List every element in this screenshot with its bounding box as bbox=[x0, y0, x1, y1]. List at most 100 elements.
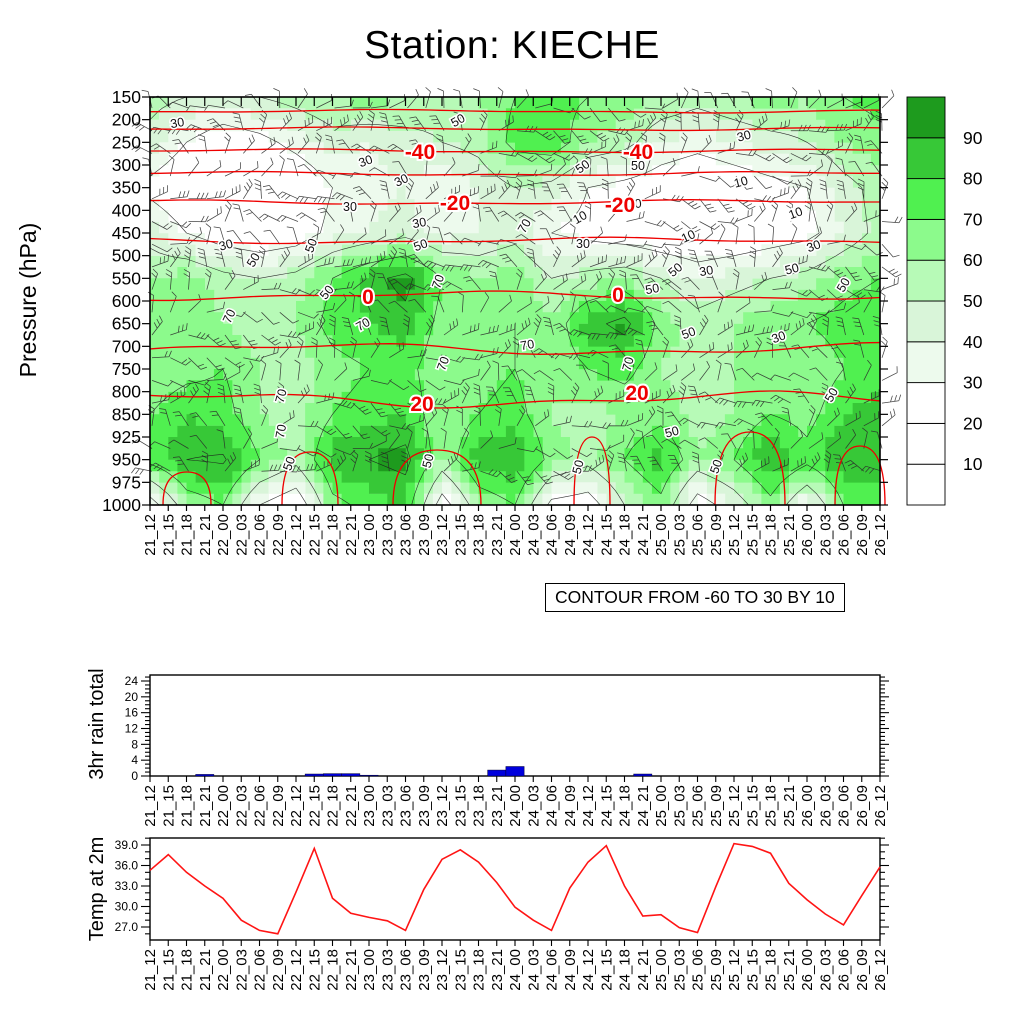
x-tick-label: 26_00 bbox=[799, 949, 816, 991]
colorbar-tick-label: 40 bbox=[963, 332, 983, 352]
x-tick-label: 24_15 bbox=[598, 785, 615, 827]
rh-contour-label: 30 bbox=[576, 237, 590, 251]
x-tick-label: 26_09 bbox=[854, 949, 871, 991]
temp-contour-label: 0 bbox=[362, 286, 374, 309]
x-tick-label: 22_12 bbox=[288, 785, 305, 827]
x-tick-label: 26_00 bbox=[799, 785, 816, 827]
pressure-tick-label: 850 bbox=[112, 404, 141, 424]
temp-contour-label: 0 bbox=[612, 284, 624, 307]
rh-contour-label: 30 bbox=[217, 237, 234, 254]
pressure-tick-label: 400 bbox=[112, 200, 141, 220]
pressure-tick-label: 500 bbox=[112, 246, 141, 266]
rh-contour-label: 50 bbox=[631, 159, 645, 173]
x-tick-label: 23_15 bbox=[452, 785, 469, 827]
x-tick-label: 22_18 bbox=[325, 785, 342, 827]
x-tick-label: 24_00 bbox=[507, 949, 524, 991]
pressure-tick-label: 550 bbox=[112, 268, 141, 288]
pressure-tick-label: 800 bbox=[112, 382, 141, 402]
x-tick-label: 24_18 bbox=[617, 949, 634, 991]
rain-bars bbox=[195, 766, 653, 777]
rain-tick-label: 0 bbox=[131, 769, 138, 783]
rain-x-tick-labels: 21_12 21_15 21_18 21_21 22_00 22_03 22_06 22_09… bbox=[142, 785, 889, 827]
rh-contour-label: 50 bbox=[663, 424, 680, 441]
x-tick-label: 23_21 bbox=[489, 514, 506, 556]
x-tick-label: 22_21 bbox=[343, 785, 360, 827]
rain-tick-label: 16 bbox=[125, 706, 139, 720]
x-tick-label: 26_09 bbox=[854, 514, 871, 556]
x-tick-label: 25_15 bbox=[744, 785, 761, 827]
x-tick-label: 24_21 bbox=[635, 949, 652, 991]
temp-contour-label: 20 bbox=[410, 393, 433, 416]
x-tick-label: 24_18 bbox=[617, 514, 634, 556]
x-tick-label: 24_03 bbox=[525, 949, 542, 991]
x-tick-label: 21_15 bbox=[160, 949, 177, 991]
x-tick-label: 22_15 bbox=[306, 785, 323, 827]
rh-contour-label: 50 bbox=[680, 324, 698, 342]
contour-range-note: CONTOUR FROM -60 TO 30 BY 10 bbox=[545, 583, 845, 612]
x-tick-label: 26_12 bbox=[872, 514, 889, 556]
x-tick-label: 25_03 bbox=[671, 785, 688, 827]
x-tick-label: 22_00 bbox=[215, 514, 232, 556]
pressure-tick-label: 650 bbox=[112, 314, 141, 334]
x-tick-label: 26_03 bbox=[817, 949, 834, 991]
rh-contour-label: 50 bbox=[302, 237, 320, 255]
x-tick-label: 23_12 bbox=[434, 949, 451, 991]
x-tick-label: 22_06 bbox=[252, 949, 269, 991]
x-tick-label: 25_18 bbox=[763, 785, 780, 827]
x-tick-label: 26_12 bbox=[872, 785, 889, 827]
x-tick-label: 24_21 bbox=[635, 785, 652, 827]
x-tick-label: 23_09 bbox=[416, 949, 433, 991]
x-tick-label: 24_06 bbox=[544, 949, 561, 991]
x-tick-label: 22_06 bbox=[252, 785, 269, 827]
pressure-tick-label: 150 bbox=[112, 87, 141, 107]
x-tick-label: 26_06 bbox=[836, 514, 853, 556]
x-tick-label: 25_09 bbox=[708, 514, 725, 556]
rh-contour-label: 10 bbox=[787, 204, 805, 222]
x-tick-label: 21_15 bbox=[160, 514, 177, 556]
x-tick-label: 24_12 bbox=[580, 949, 597, 991]
rh-contour-label: 50 bbox=[280, 455, 298, 473]
temp-contour-label: -20 bbox=[605, 194, 635, 217]
x-tick-label: 23_21 bbox=[489, 785, 506, 827]
pressure-tick-label: 950 bbox=[112, 450, 141, 470]
colorbar-tick-label: 60 bbox=[963, 250, 983, 270]
x-tick-label: 22_12 bbox=[288, 949, 305, 991]
x-tick-label: 22_21 bbox=[343, 514, 360, 556]
temp-axis: 27.0 30.0 33.0 36.0 39.0 bbox=[115, 837, 889, 946]
x-tick-label: 23_15 bbox=[452, 949, 469, 991]
x-tick-label: 23_03 bbox=[379, 949, 396, 991]
pressure-tick-label: 750 bbox=[112, 359, 141, 379]
temp-tick-label: 33.0 bbox=[115, 879, 139, 893]
rh-contour-label: 70 bbox=[620, 355, 637, 372]
x-tick-label: 23_03 bbox=[379, 785, 396, 827]
x-tick-label: 23_18 bbox=[471, 949, 488, 991]
x-tick-label: 22_12 bbox=[288, 514, 305, 556]
x-tick-label: 25_06 bbox=[690, 949, 707, 991]
temp-tick-label: 27.0 bbox=[115, 920, 139, 934]
x-tick-label: 21_21 bbox=[197, 785, 214, 827]
x-tick-label: 25_21 bbox=[781, 514, 798, 556]
x-tick-label: 24_00 bbox=[507, 514, 524, 556]
x-tick-label: 24_00 bbox=[507, 785, 524, 827]
x-tick-label: 23_09 bbox=[416, 785, 433, 827]
x-tick-label: 24_09 bbox=[562, 514, 579, 556]
x-tick-label: 22_15 bbox=[306, 949, 323, 991]
pressure-tick-label: 925 bbox=[112, 427, 141, 447]
x-tick-label: 26_03 bbox=[817, 514, 834, 556]
x-tick-label: 23_03 bbox=[379, 514, 396, 556]
rh-contour-label: 30 bbox=[627, 196, 642, 211]
x-tick-label: 21_12 bbox=[142, 949, 159, 991]
x-tick-label: 24_06 bbox=[544, 785, 561, 827]
x-tick-label: 25_00 bbox=[653, 785, 670, 827]
x-tick-label: 23_06 bbox=[398, 785, 415, 827]
x-tick-label: 25_09 bbox=[708, 949, 725, 991]
pressure-tick-label: 600 bbox=[112, 291, 141, 311]
rh-contour-label: 50 bbox=[420, 452, 437, 469]
x-tick-label: 25_03 bbox=[671, 949, 688, 991]
pressure-tick-label: 450 bbox=[112, 223, 141, 243]
pressure-tick-label: 300 bbox=[112, 155, 141, 175]
x-tick-label: 25_18 bbox=[763, 949, 780, 991]
temp-contour-label: 20 bbox=[625, 382, 648, 405]
